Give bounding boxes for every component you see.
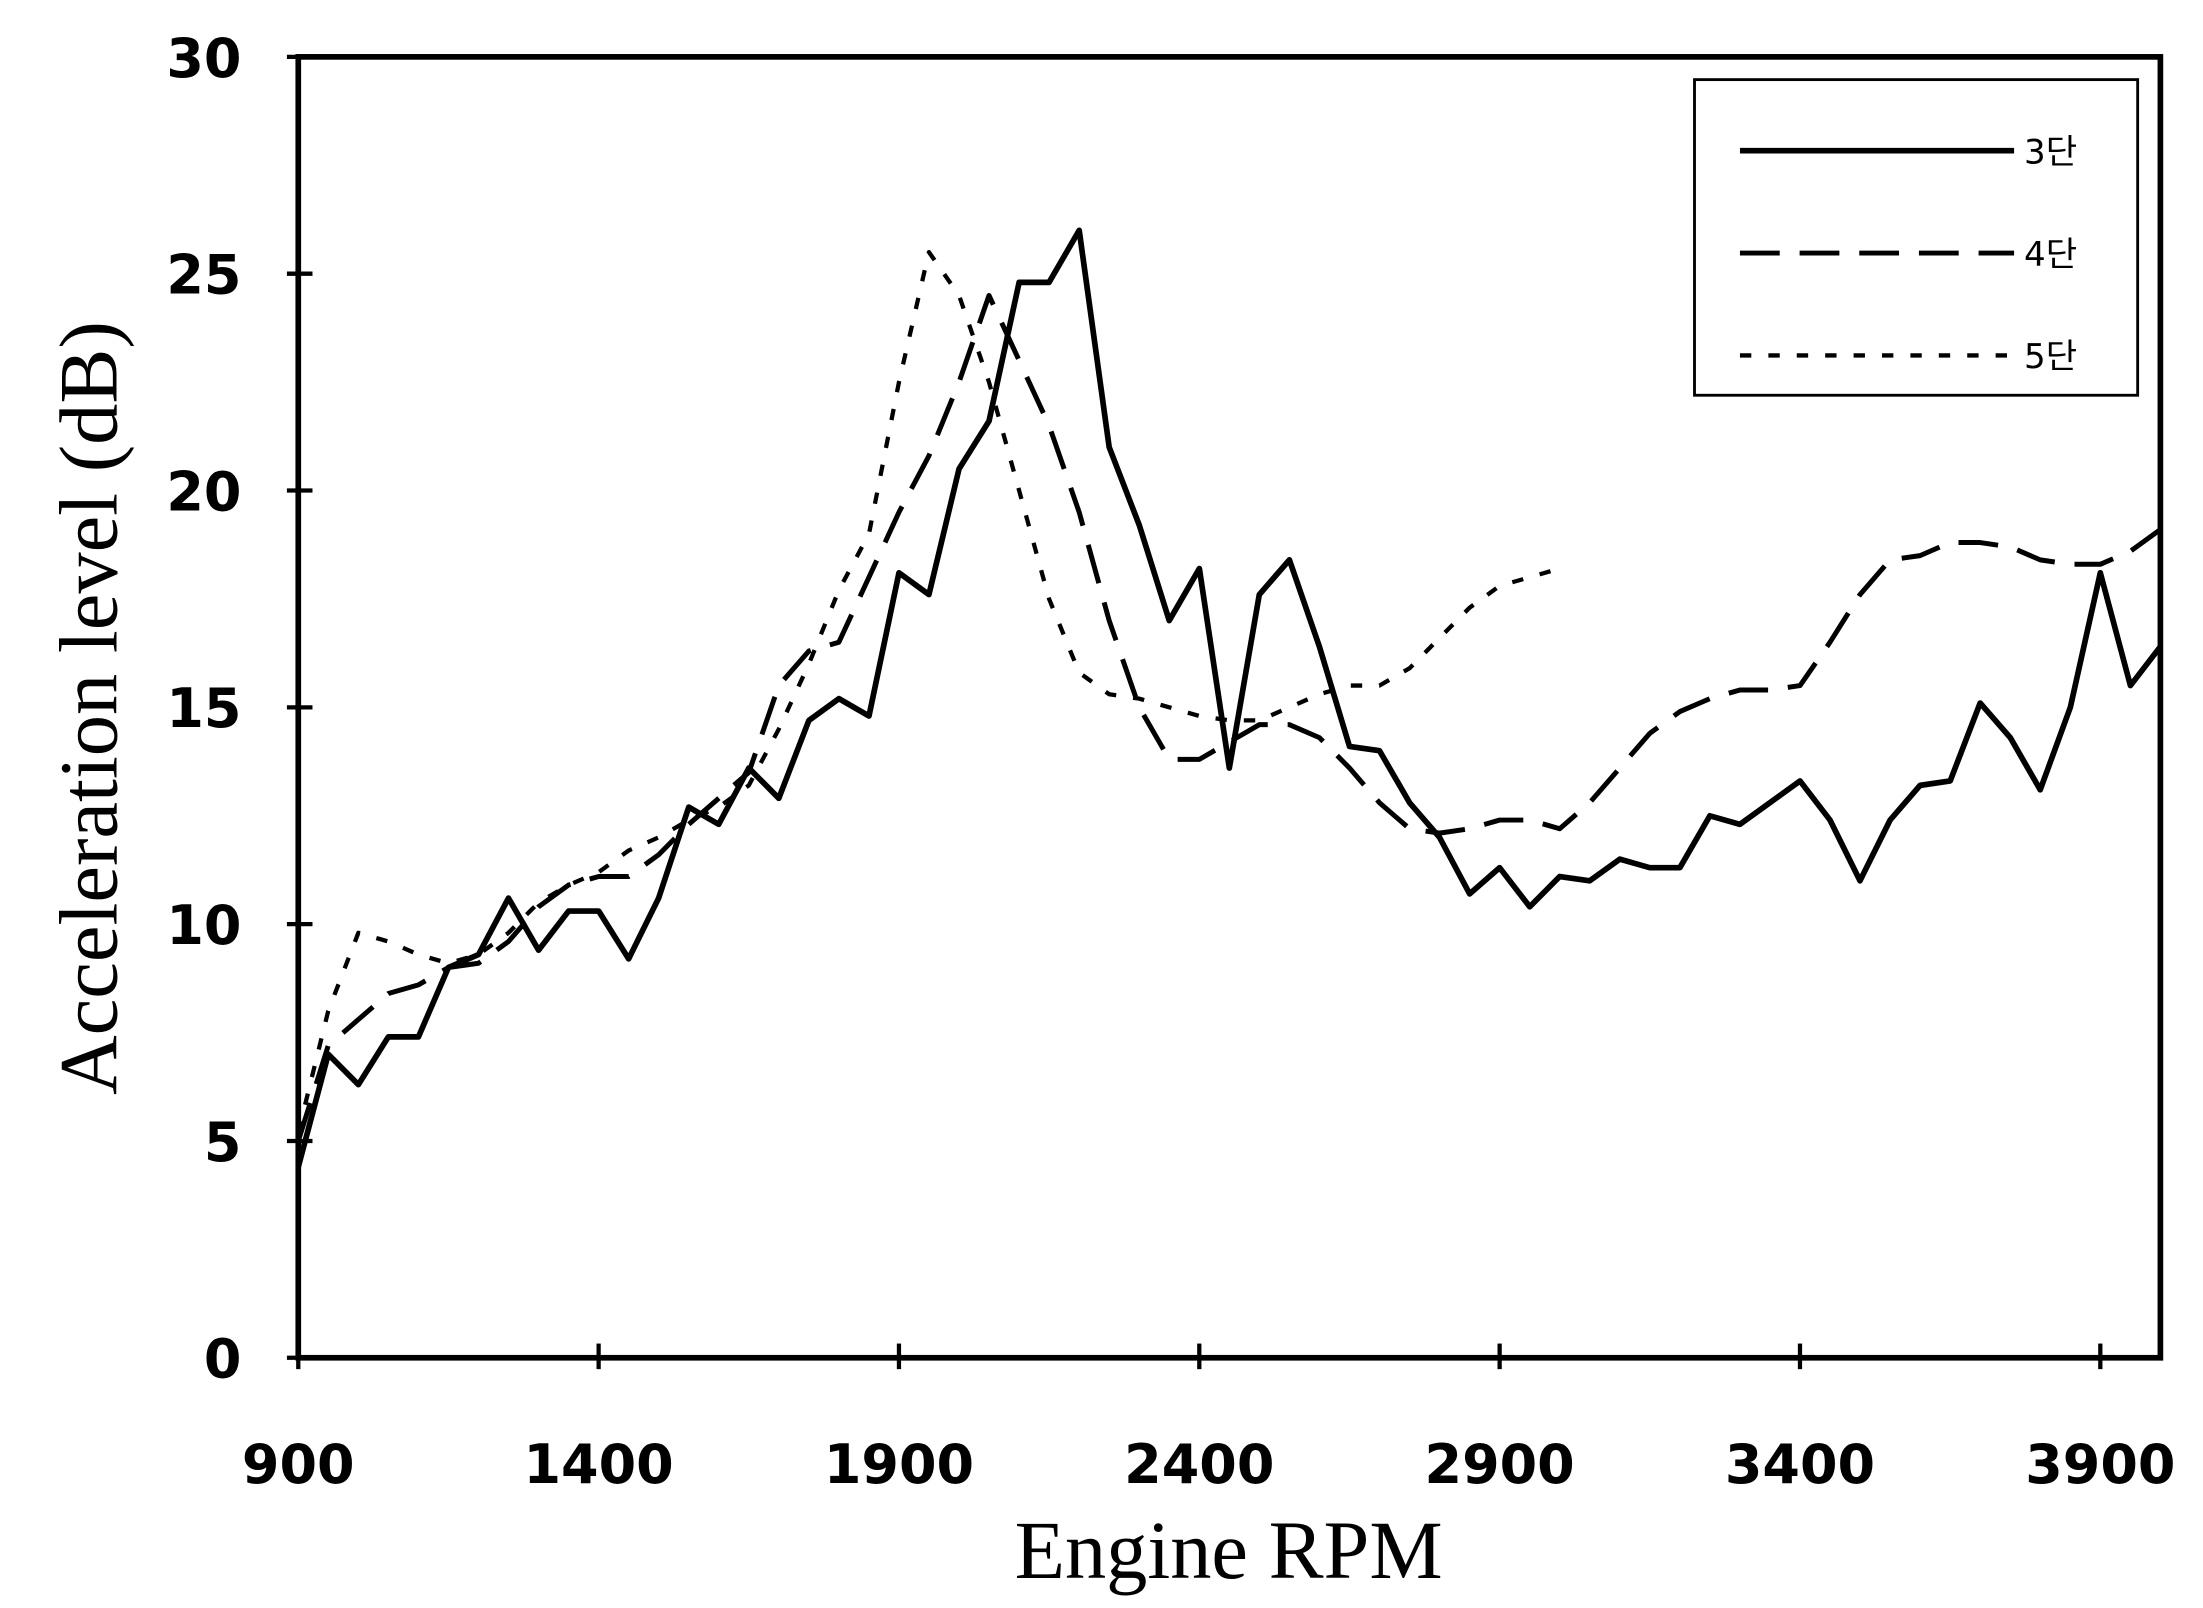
y-tick-label: 10 — [166, 894, 241, 957]
y-tick-label: 5 — [204, 1111, 242, 1174]
y-tick-label: 20 — [166, 460, 241, 523]
series-line — [295, 227, 2163, 1168]
x-tick-label: 900 — [242, 1433, 355, 1496]
y-tick-label: 0 — [204, 1328, 242, 1391]
x-tick-label: 2400 — [1124, 1433, 1274, 1496]
legend-label: 3단 — [2024, 132, 2077, 172]
y-axis-title: Acceleration level (dB) — [44, 321, 135, 1095]
legend-label: 4단 — [2024, 235, 2077, 275]
x-tick-label: 2900 — [1425, 1433, 1575, 1496]
y-tick-label: 25 — [166, 244, 241, 307]
x-tick-label: 3400 — [1725, 1433, 1875, 1496]
y-tick-label: 30 — [166, 27, 241, 90]
legend: 3단 4단 5단 — [1693, 78, 2140, 397]
series-line — [296, 249, 1561, 1133]
x-tick-label: 3900 — [2025, 1433, 2175, 1496]
series-line — [295, 292, 2162, 1142]
x-tick-label: 1900 — [824, 1433, 974, 1496]
x-axis-title: Engine RPM — [1015, 1505, 1443, 1596]
y-tick-label: 15 — [166, 677, 241, 740]
legend-label: 5단 — [2024, 337, 2077, 377]
legend-box — [1693, 78, 2140, 397]
x-tick-label: 1400 — [524, 1433, 674, 1496]
